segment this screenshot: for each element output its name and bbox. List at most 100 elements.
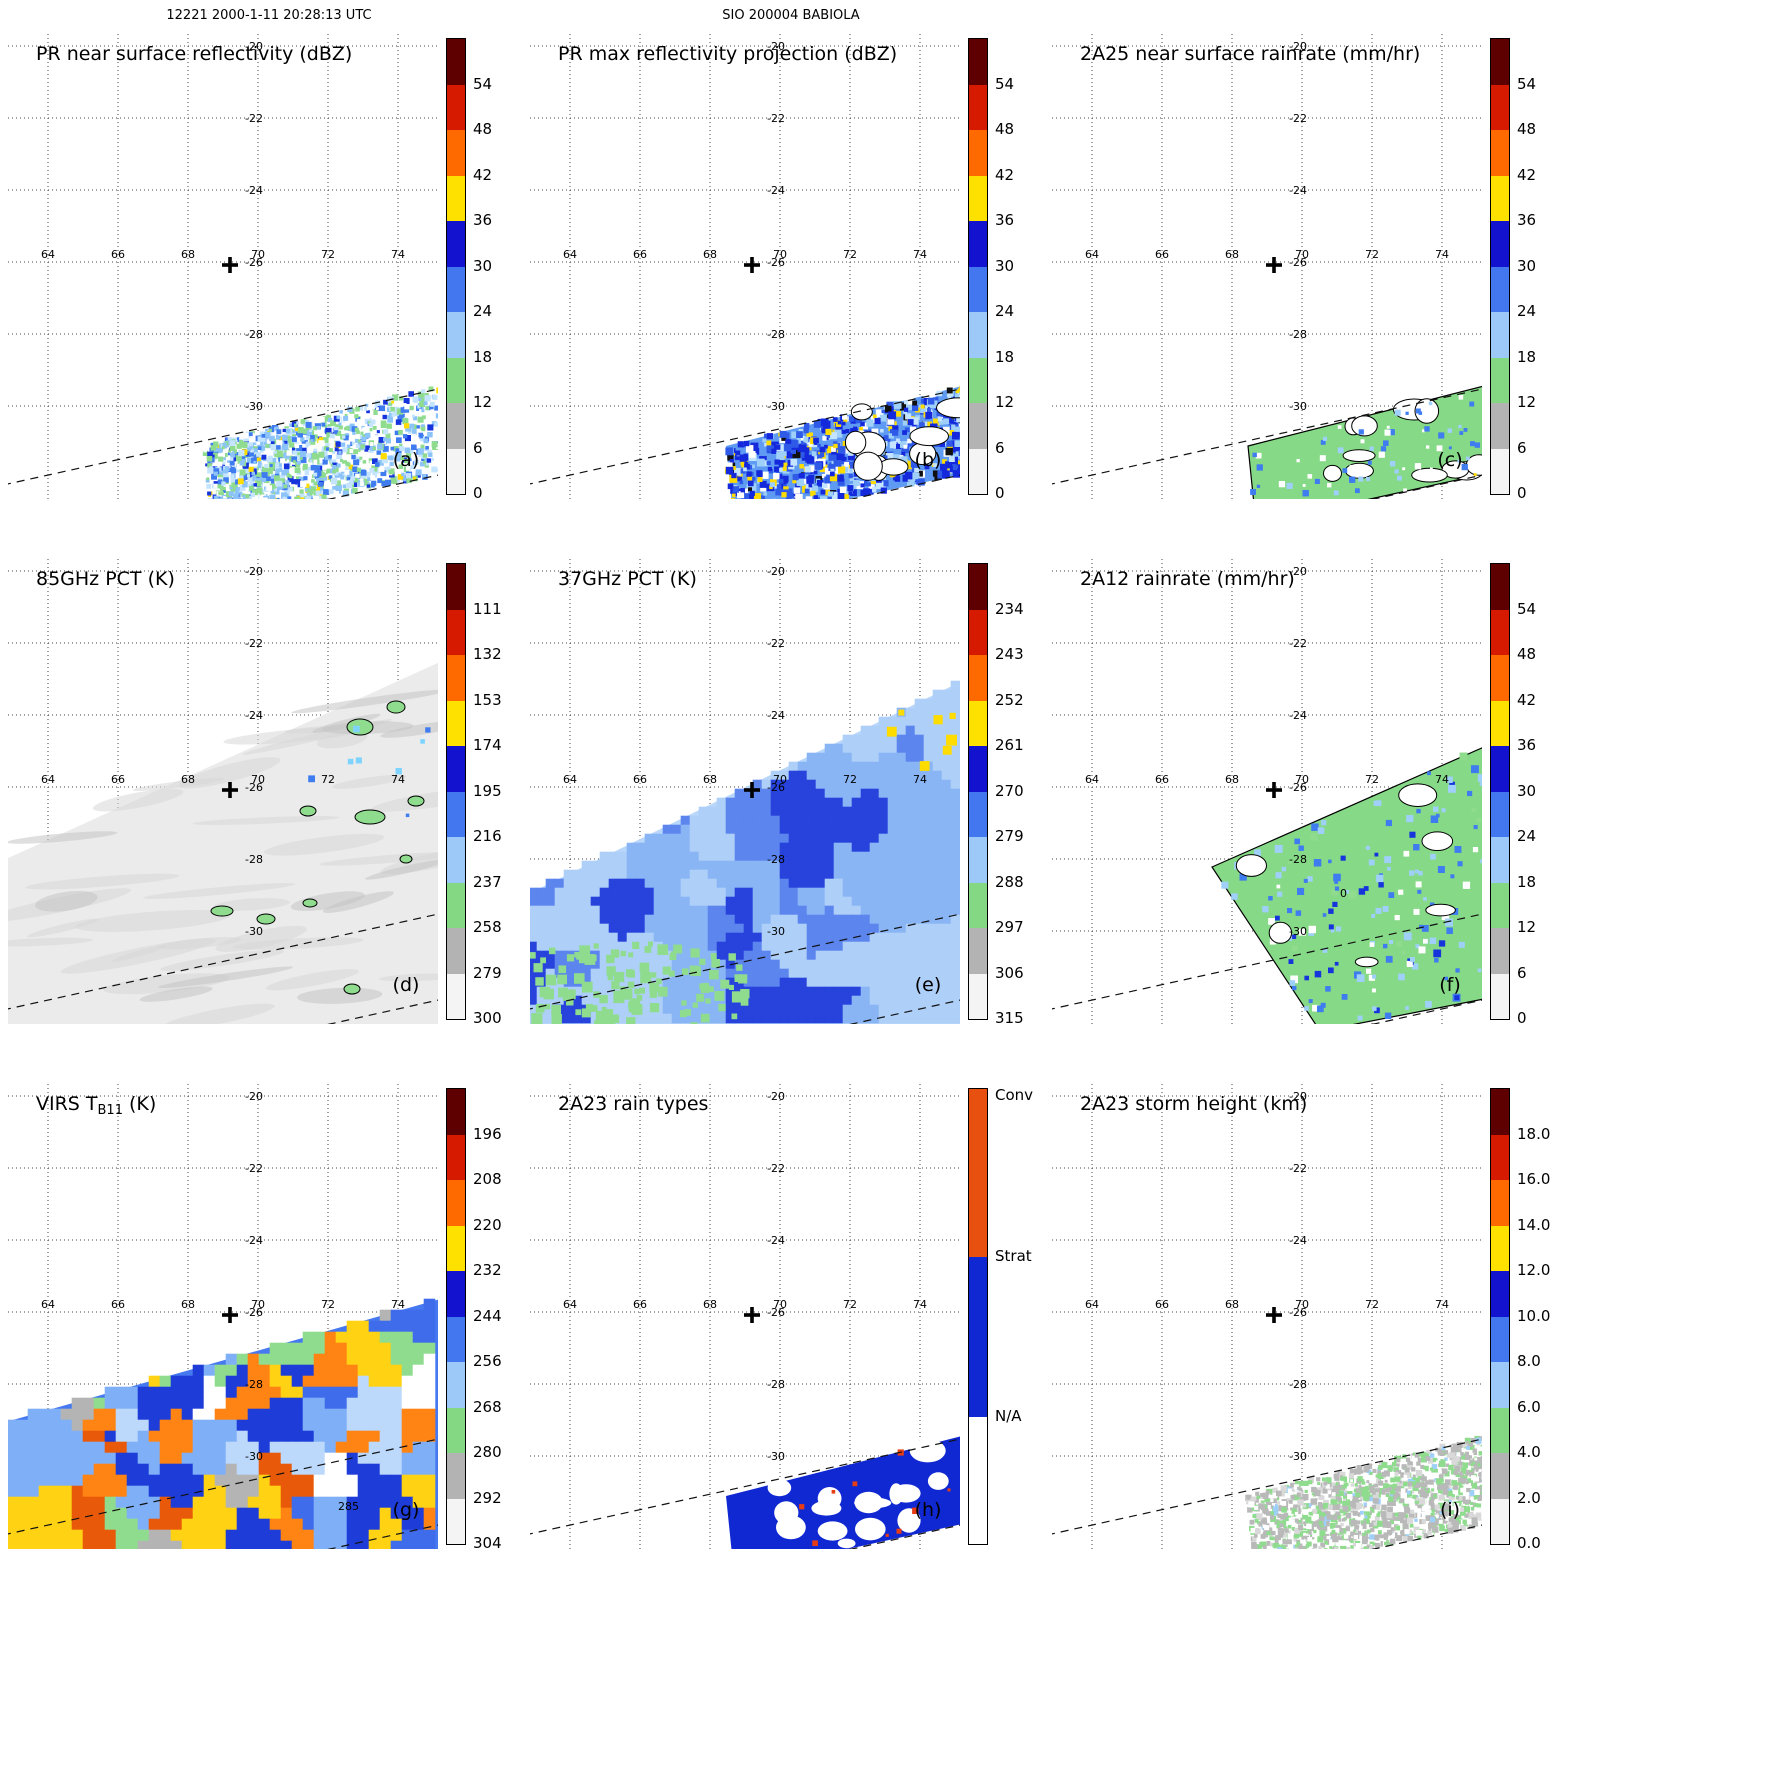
- map-panel: 64 66 68 70 72 74 -20 -22 -24 -26 -28 -30 37GHz PCT …: [530, 559, 1052, 1027]
- colorbar-gradient: [446, 563, 466, 1020]
- colorbar-segment: [1491, 448, 1509, 494]
- colorbar-segment: [1491, 973, 1509, 1019]
- colorbar-tick-labels: 18.0 16.0 14.0 12.0 10.0 8.0 6.0 4.0 2.0 0.0: [1517, 1088, 1573, 1552]
- header-orbit-timestamp: 12221 2000-1-11 20:28:13 UTC: [166, 8, 372, 23]
- lat-tick-label: -26: [767, 1306, 785, 1319]
- colorbar-tick-label: 16.0: [1517, 1170, 1551, 1188]
- map-panel: 64 66 68 70 72 74 -20 -22 -24 -26 -28 -30 2A23 rain …: [530, 1084, 1052, 1549]
- lon-tick-label: 74: [913, 1298, 927, 1311]
- colorbar-segment: [969, 39, 987, 85]
- lat-tick-label: -20: [245, 40, 263, 53]
- contour-label: 285: [338, 1500, 359, 1513]
- panel-letter: (c): [1437, 449, 1462, 471]
- colorbar-tick-label: 252: [995, 691, 1024, 709]
- map-plot: 64 66 68 70 72 74 -20 -22 -24 -26 -28 -30 PR max ref…: [530, 34, 960, 499]
- colorbar-tick-label: 54: [1517, 600, 1537, 618]
- colorbar-segment: [447, 1316, 465, 1362]
- colorbar: 111 132 153 174 195 216 237 258 279 300: [446, 563, 530, 1027]
- colorbar-segment: [969, 175, 987, 221]
- axis-tick-labels: 64 66 68 70 72 74 -20 -22 -24 -26 -28 -30: [563, 1090, 927, 1463]
- colorbar-tick-label: 12: [995, 393, 1015, 411]
- colorbar-segment: [969, 1089, 987, 1258]
- storm-center-marker: [222, 782, 238, 798]
- map-panel: 64 66 68 70 72 74 -20 -22 -24 -26 -28 -30 85GHz PCT …: [8, 559, 530, 1027]
- lat-tick-label: -30: [767, 1450, 785, 1463]
- panel-title: 2A23 rain types: [558, 1093, 708, 1115]
- colorbar-segment: [447, 1453, 465, 1499]
- lon-tick-label: 68: [1225, 248, 1239, 261]
- swath-edge-lines: [8, 388, 438, 499]
- map-panel: 64 66 68 70 72 74 -20 -22 -24 -26 -28 -30 2A23 storm…: [1052, 1084, 1574, 1552]
- colorbar-segment: [1491, 1453, 1509, 1499]
- lat-tick-label: -24: [245, 1234, 263, 1247]
- storm-center-marker: [1266, 1307, 1282, 1323]
- colorbar-segment: [1491, 130, 1509, 176]
- lat-tick-label: -24: [767, 1234, 785, 1247]
- lat-tick-label: -20: [1289, 1090, 1307, 1103]
- colorbar-tick-label: 24: [1517, 302, 1537, 320]
- panel-title: 85GHz PCT (K): [36, 568, 175, 590]
- lat-tick-label: -24: [245, 184, 263, 197]
- data-speckles: [1221, 752, 1482, 1021]
- colorbar-segment: [969, 928, 987, 974]
- lon-tick-label: 64: [563, 1298, 577, 1311]
- colorbar-segment: [1491, 655, 1509, 701]
- colorbar-tick-label: 30: [1517, 257, 1537, 275]
- lat-tick-label: -26: [245, 1306, 263, 1319]
- colorbar-tick-label: 12: [1517, 393, 1537, 411]
- lon-tick-label: 70: [251, 773, 265, 786]
- lon-tick-label: 72: [1365, 1298, 1379, 1311]
- lat-tick-label: -30: [245, 1450, 263, 1463]
- colorbar-segment: [969, 130, 987, 176]
- panel-letter: (i): [1440, 1499, 1460, 1521]
- panel-letter: (a): [393, 449, 419, 471]
- storm-center-marker: [744, 782, 760, 798]
- colorbar-tick-label: 18: [1517, 348, 1537, 366]
- colorbar-tick-label: 256: [473, 1352, 502, 1370]
- colorbar-segment: [1491, 564, 1509, 610]
- colorbar-segment: [1491, 221, 1509, 267]
- lon-tick-label: 66: [111, 773, 125, 786]
- lon-tick-label: 64: [41, 773, 55, 786]
- colorbar-tick-label: 258: [473, 918, 502, 936]
- colorbar-tick-label: 270: [995, 782, 1024, 800]
- colorbar-tick-label: 30: [473, 257, 493, 275]
- grid-lines: [8, 34, 438, 499]
- lat-tick-label: -30: [1289, 400, 1307, 413]
- storm-center-marker: [1266, 257, 1282, 273]
- colorbar: 54 48 42 36 30 24 18 12 6 0: [1490, 563, 1574, 1027]
- colorbar-tick-label: 196: [473, 1125, 502, 1143]
- colorbar-tick-label: 36: [473, 211, 493, 229]
- colorbar-segment: [447, 1271, 465, 1317]
- colorbar-segment: [969, 403, 987, 449]
- axis-tick-labels: 64 66 68 70 72 74 -20 -22 -24 -26 -28 -30: [1085, 565, 1449, 938]
- lon-tick-label: 66: [633, 248, 647, 261]
- colorbar-tick-labels: 234 243 252 261 270 279 288 297 306 315: [995, 563, 1051, 1027]
- map-panel: 64 66 68 70 72 74 -20 -22 -24 -26 -28 -30 2A25 near …: [1052, 34, 1574, 502]
- colorbar-segment: [447, 175, 465, 221]
- lat-tick-label: -26: [1289, 1306, 1307, 1319]
- colorbar-tick-labels: 111 132 153 174 195 216 237 258 279 300: [473, 563, 529, 1027]
- lon-tick-label: 64: [41, 1298, 55, 1311]
- grid-lines: [530, 34, 960, 499]
- colorbar-segment: [447, 791, 465, 837]
- colorbar-gradient: [446, 38, 466, 495]
- colorbar-tick-labels: Conv Strat N/A: [995, 1086, 1051, 1545]
- lat-tick-label: -30: [767, 925, 785, 938]
- panel-title: 2A12 rainrate (mm/hr): [1080, 568, 1295, 590]
- axis-tick-labels: 64 66 68 70 72 74 -20 -22 -24 -26 -28 -30: [41, 40, 405, 413]
- data-speckles: [530, 680, 960, 1024]
- panel-letter: (h): [915, 1499, 942, 1521]
- colorbar-tick-label: 36: [1517, 736, 1537, 754]
- map-plot: 64 66 68 70 72 74 -20 -22 -24 -26 -28 -30 VIRS TB11 …: [8, 1084, 438, 1549]
- colorbar-tick-label: 18: [1517, 873, 1537, 891]
- data-speckles: [724, 385, 960, 499]
- data-swath: [8, 662, 438, 1024]
- colorbar-segment: [969, 564, 987, 610]
- colorbar-tick-label: 280: [473, 1443, 502, 1461]
- colorbar-tick-label: 36: [1517, 211, 1537, 229]
- colorbar-tick-label: 12.0: [1517, 1261, 1551, 1279]
- axis-tick-labels: 64 66 68 70 72 74 -20 -22 -24 -26 -28 -30: [1085, 1090, 1449, 1463]
- lon-tick-label: 72: [321, 248, 335, 261]
- colorbar-segment: [1491, 39, 1509, 85]
